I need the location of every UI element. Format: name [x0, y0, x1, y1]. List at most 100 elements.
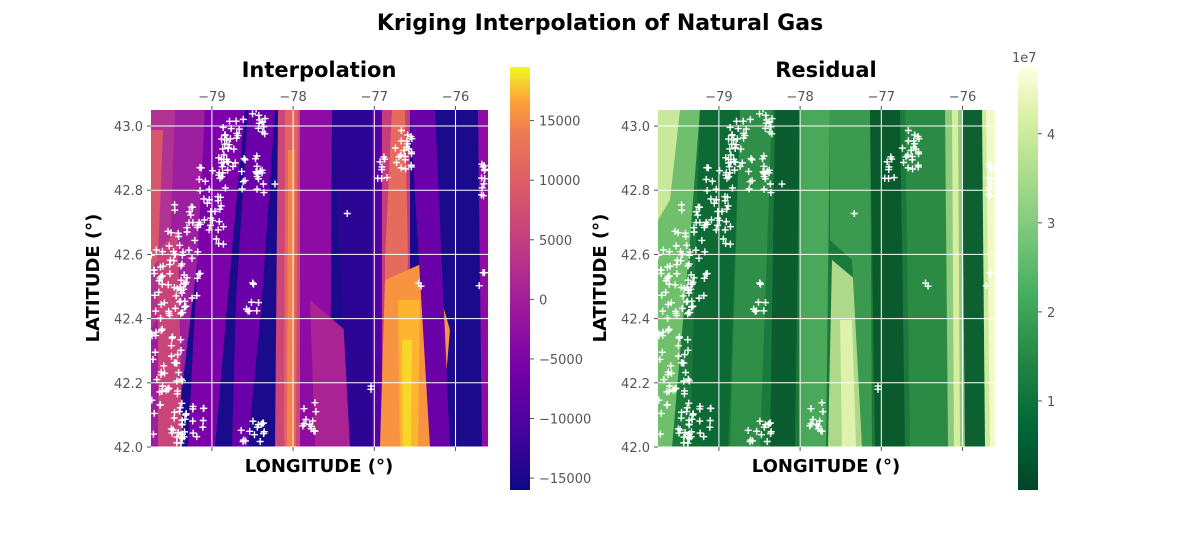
well-marker — [760, 152, 768, 160]
well-marker — [310, 427, 318, 435]
x-tick-label: −77 — [361, 90, 388, 105]
well-marker — [665, 280, 673, 288]
well-marker — [730, 136, 738, 144]
y-tick-label: 42.2 — [114, 377, 143, 392]
well-marker — [689, 278, 697, 286]
well-marker — [850, 209, 858, 217]
well-marker — [695, 294, 703, 302]
well-marker — [688, 303, 696, 311]
well-marker — [200, 195, 208, 203]
well-marker — [662, 288, 670, 296]
well-marker — [182, 278, 190, 286]
interpolation-grid — [151, 110, 488, 448]
well-marker — [252, 169, 260, 177]
y-tick-label: 42.6 — [621, 248, 650, 263]
well-marker — [719, 235, 727, 243]
y-tick-label: 42.8 — [114, 184, 143, 199]
well-marker — [397, 164, 405, 172]
well-marker — [726, 123, 734, 131]
well-marker — [737, 145, 745, 153]
well-marker — [683, 404, 691, 412]
well-marker — [731, 166, 739, 174]
well-marker — [481, 175, 488, 183]
well-marker — [217, 202, 225, 210]
well-marker — [752, 307, 760, 315]
interpolation-well-markers — [151, 110, 488, 447]
well-marker — [778, 180, 786, 188]
well-marker — [259, 419, 267, 427]
well-marker — [904, 127, 912, 135]
well-marker — [665, 272, 673, 280]
colorbar-tick-label: −15000 — [539, 472, 591, 487]
well-marker — [219, 240, 227, 248]
well-marker — [658, 348, 666, 356]
well-marker — [767, 189, 775, 197]
well-marker — [408, 135, 416, 143]
well-marker — [401, 153, 409, 161]
x-tick-label: −77 — [868, 90, 895, 105]
well-marker — [151, 355, 157, 363]
well-marker — [696, 417, 704, 425]
well-marker — [160, 362, 168, 370]
well-marker — [665, 325, 673, 333]
residual-grid — [658, 110, 995, 448]
well-marker — [760, 162, 768, 170]
well-marker — [155, 277, 163, 285]
well-marker — [403, 137, 411, 145]
well-marker — [253, 423, 261, 431]
y-tick-label: 42.0 — [114, 441, 143, 456]
well-marker — [664, 273, 672, 281]
well-marker — [173, 285, 181, 293]
well-marker — [164, 227, 172, 235]
well-marker — [723, 205, 731, 213]
well-marker — [986, 192, 994, 200]
well-marker — [659, 307, 667, 315]
well-marker — [220, 151, 228, 159]
well-marker — [245, 307, 253, 315]
well-marker — [663, 388, 671, 396]
well-marker — [767, 428, 775, 436]
well-marker — [223, 136, 231, 144]
well-marker — [171, 206, 179, 214]
well-marker — [898, 144, 906, 152]
well-marker — [177, 433, 185, 441]
well-marker — [988, 175, 995, 183]
well-marker — [748, 156, 756, 164]
well-marker — [757, 280, 765, 288]
interpolation-panel: Interpolation −79 −78− — [83, 58, 591, 490]
well-marker — [702, 218, 710, 226]
well-marker — [683, 298, 691, 306]
well-marker — [680, 285, 688, 293]
colorbar-tick-label: −5000 — [539, 353, 583, 368]
well-marker — [658, 409, 665, 417]
well-marker — [759, 169, 767, 177]
well-marker — [393, 158, 401, 166]
well-marker — [684, 375, 692, 383]
well-marker — [239, 115, 247, 123]
well-marker — [767, 123, 775, 131]
well-marker — [683, 241, 691, 249]
colorbar-tick-label: 15000 — [539, 115, 580, 130]
well-marker — [253, 185, 261, 193]
well-marker — [176, 298, 184, 306]
well-marker — [734, 125, 742, 133]
well-marker — [172, 292, 180, 300]
well-marker — [177, 336, 185, 344]
well-marker — [229, 162, 237, 170]
well-marker — [713, 221, 721, 229]
well-marker — [731, 144, 739, 152]
well-marker — [900, 158, 908, 166]
well-marker — [696, 219, 704, 227]
well-marker — [177, 310, 185, 318]
y-tick-label: 43.0 — [621, 120, 650, 135]
well-marker — [744, 426, 752, 434]
well-marker — [747, 436, 755, 444]
well-marker — [766, 118, 774, 126]
well-marker — [762, 299, 770, 307]
well-marker — [185, 208, 193, 216]
colorbar-tick-label: 10000 — [539, 174, 580, 189]
y-tick-label: 42.4 — [621, 313, 650, 328]
residual-title: Residual — [775, 58, 876, 82]
well-marker — [922, 279, 930, 287]
well-marker — [728, 131, 736, 139]
